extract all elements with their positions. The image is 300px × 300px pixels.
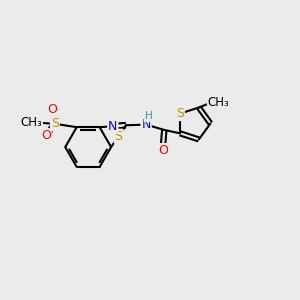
Text: H: H xyxy=(145,111,152,122)
Text: S: S xyxy=(176,107,184,120)
Text: CH₃: CH₃ xyxy=(20,116,42,129)
Text: O: O xyxy=(48,103,58,116)
Text: O: O xyxy=(41,129,51,142)
Text: N: N xyxy=(108,120,118,133)
Text: N: N xyxy=(141,118,151,131)
Text: S: S xyxy=(51,117,59,130)
Text: O: O xyxy=(158,144,168,157)
Text: S: S xyxy=(115,130,122,142)
Text: CH₃: CH₃ xyxy=(208,96,230,109)
